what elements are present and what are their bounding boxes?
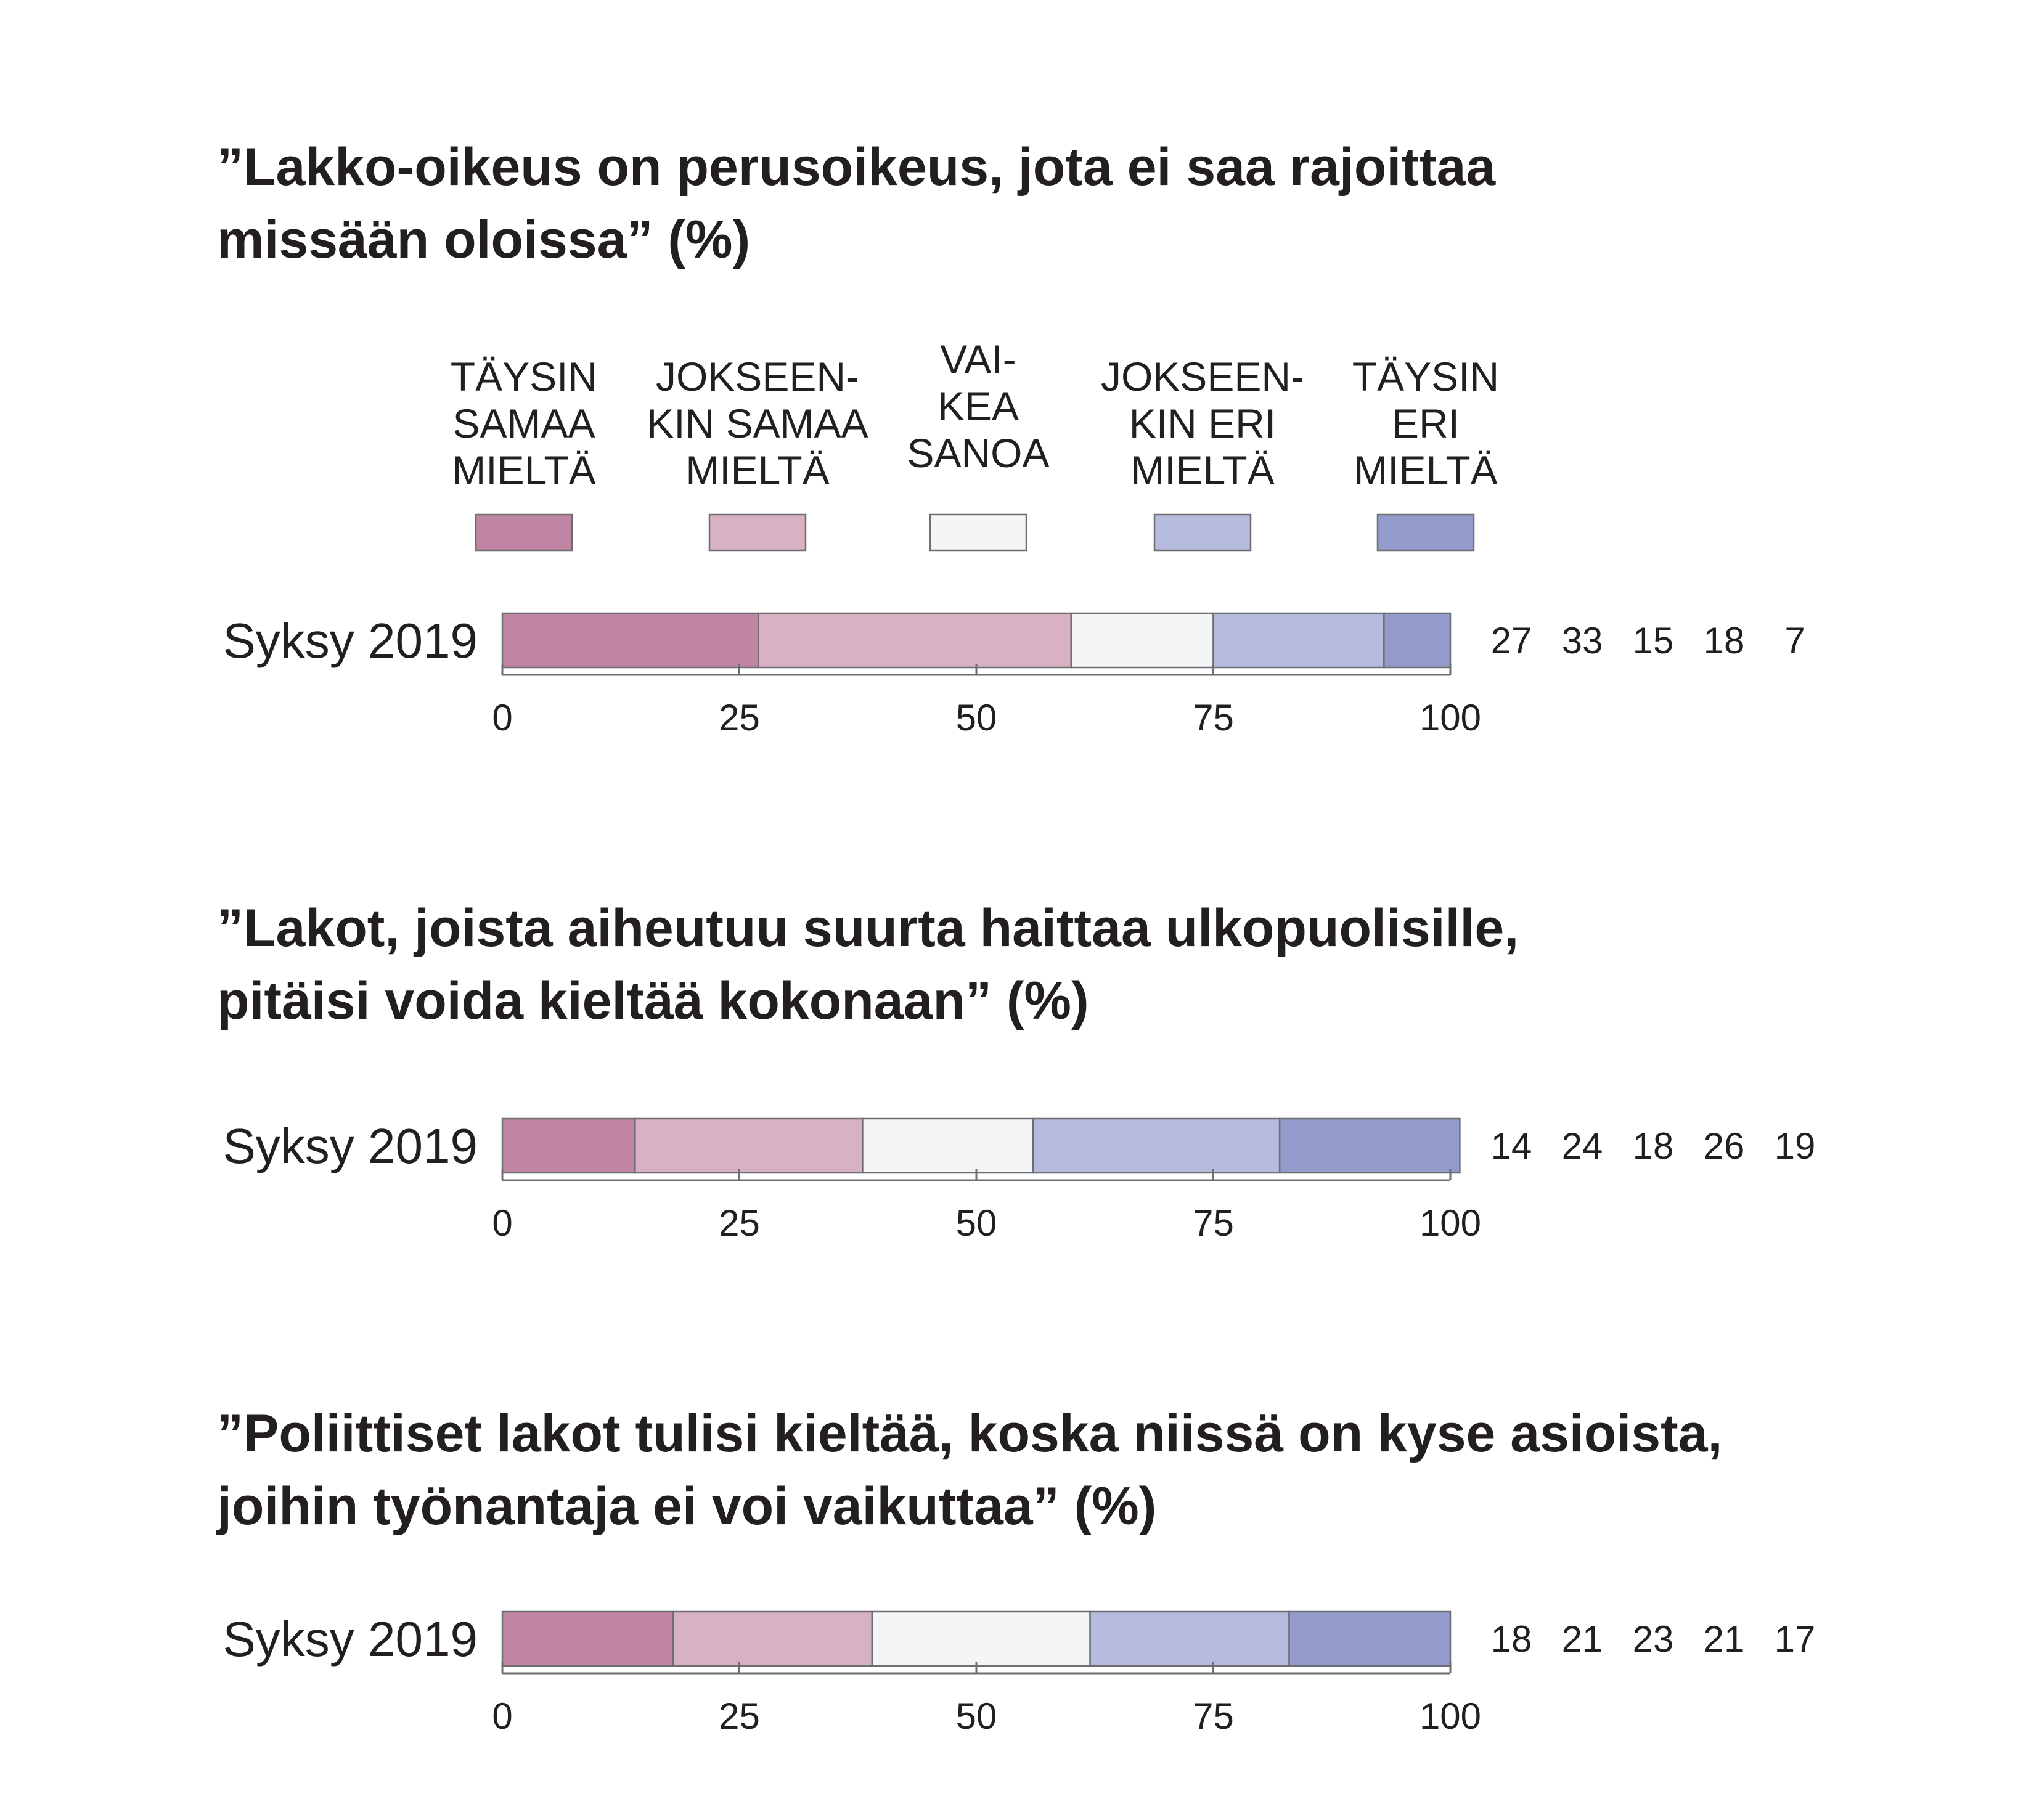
value-label: 19 [1775,1125,1816,1167]
panel-title: ”Lakot, joista aiheutuu suurta haittaa u… [217,899,1519,958]
x-tick-label: 0 [492,697,512,738]
x-tick-label: 0 [492,1202,512,1244]
legend-label: SANOA [907,430,1049,476]
value-label: 27 [1491,620,1532,661]
legend-label: VAI- [940,337,1016,382]
legend-label: JOKSEEN- [656,354,859,399]
bar-segment [501,1610,674,1667]
legend-label: MIELTÄ [1130,447,1274,493]
legend-label: KIN SAMAA [647,401,868,446]
value-label: 26 [1704,1125,1745,1167]
panel-title: ”Lakko-oikeus on perusoikeus, jota ei sa… [217,137,1496,197]
panel-1: ”Lakko-oikeus on perusoikeus, jota ei sa… [217,137,1805,738]
bar-segment [1070,612,1214,669]
category-label: Syksy 2019 [223,1612,478,1667]
legend-label: JOKSEEN- [1101,354,1304,399]
value-label: 24 [1562,1125,1603,1167]
value-label: 7 [1784,620,1805,661]
panel-3: ”Poliittiset lakot tulisi kieltää, koska… [216,1404,1815,1737]
x-tick-label: 50 [956,697,997,738]
panel-title: ”Poliittiset lakot tulisi kieltää, koska… [217,1404,1722,1463]
category-label: Syksy 2019 [223,613,478,668]
panel-title: missään oloissa” (%) [217,210,750,269]
bar-segment [1383,612,1452,669]
bar-segment [1212,612,1385,669]
legend-swatch [475,513,573,552]
x-tick-label: 100 [1420,697,1481,738]
value-label: 15 [1633,620,1674,661]
value-label: 18 [1704,620,1745,661]
bar-segment [758,612,1072,669]
bar-segment [1089,1610,1290,1667]
bar-segment [634,1117,864,1174]
x-tick-label: 100 [1420,1696,1481,1737]
x-tick-label: 25 [719,1202,760,1244]
x-tick-label: 75 [1193,1696,1234,1737]
chart-panels: ”Lakko-oikeus on perusoikeus, jota ei sa… [216,137,1815,1737]
legend-label: ERI [1392,401,1460,446]
x-tick-label: 75 [1193,1202,1234,1244]
legend-swatch [1153,513,1252,552]
legend-swatch [708,513,807,552]
value-label: 21 [1562,1618,1603,1660]
legend-label: KIN ERI [1129,401,1276,446]
legend-label: TÄYSIN [451,354,597,399]
legend-label: MIELTÄ [685,447,829,493]
x-tick-label: 25 [719,1696,760,1737]
x-tick-label: 25 [719,697,760,738]
bar-segment [1288,1610,1452,1667]
value-label: 21 [1704,1618,1745,1660]
legend-label: MIELTÄ [1354,447,1497,493]
value-label: 23 [1633,1618,1674,1660]
bar-segment [871,1610,1091,1667]
x-tick-label: 75 [1193,697,1234,738]
value-label: 33 [1562,620,1603,661]
panel-title: pitäisi voida kieltää kokonaan” (%) [217,971,1089,1030]
x-tick-label: 50 [956,1202,997,1244]
legend-label: TÄYSIN [1352,354,1499,399]
bar-segment [501,612,759,669]
value-label: 18 [1491,1618,1532,1660]
panel-title: joihin työnantaja ei voi vaikuttaa” (%) [216,1477,1156,1536]
x-tick-label: 0 [492,1696,512,1737]
legend-swatch [1376,513,1475,552]
value-label: 14 [1491,1125,1532,1167]
bar-segment [501,1117,636,1174]
bar-segment [672,1610,873,1667]
legend-label: SAMAA [452,401,595,446]
x-tick-label: 100 [1420,1202,1481,1244]
legend-swatch [929,513,1027,552]
legend-label: KEA [938,383,1019,429]
value-label: 18 [1633,1125,1674,1167]
value-label: 17 [1775,1618,1816,1660]
panel-2: ”Lakot, joista aiheutuu suurta haittaa u… [217,899,1815,1244]
legend-label: MIELTÄ [452,447,595,493]
bar-segment [1032,1117,1281,1174]
bar-segment [1278,1117,1461,1174]
x-tick-label: 50 [956,1696,997,1737]
bar-segment [862,1117,1034,1174]
category-label: Syksy 2019 [223,1119,478,1173]
